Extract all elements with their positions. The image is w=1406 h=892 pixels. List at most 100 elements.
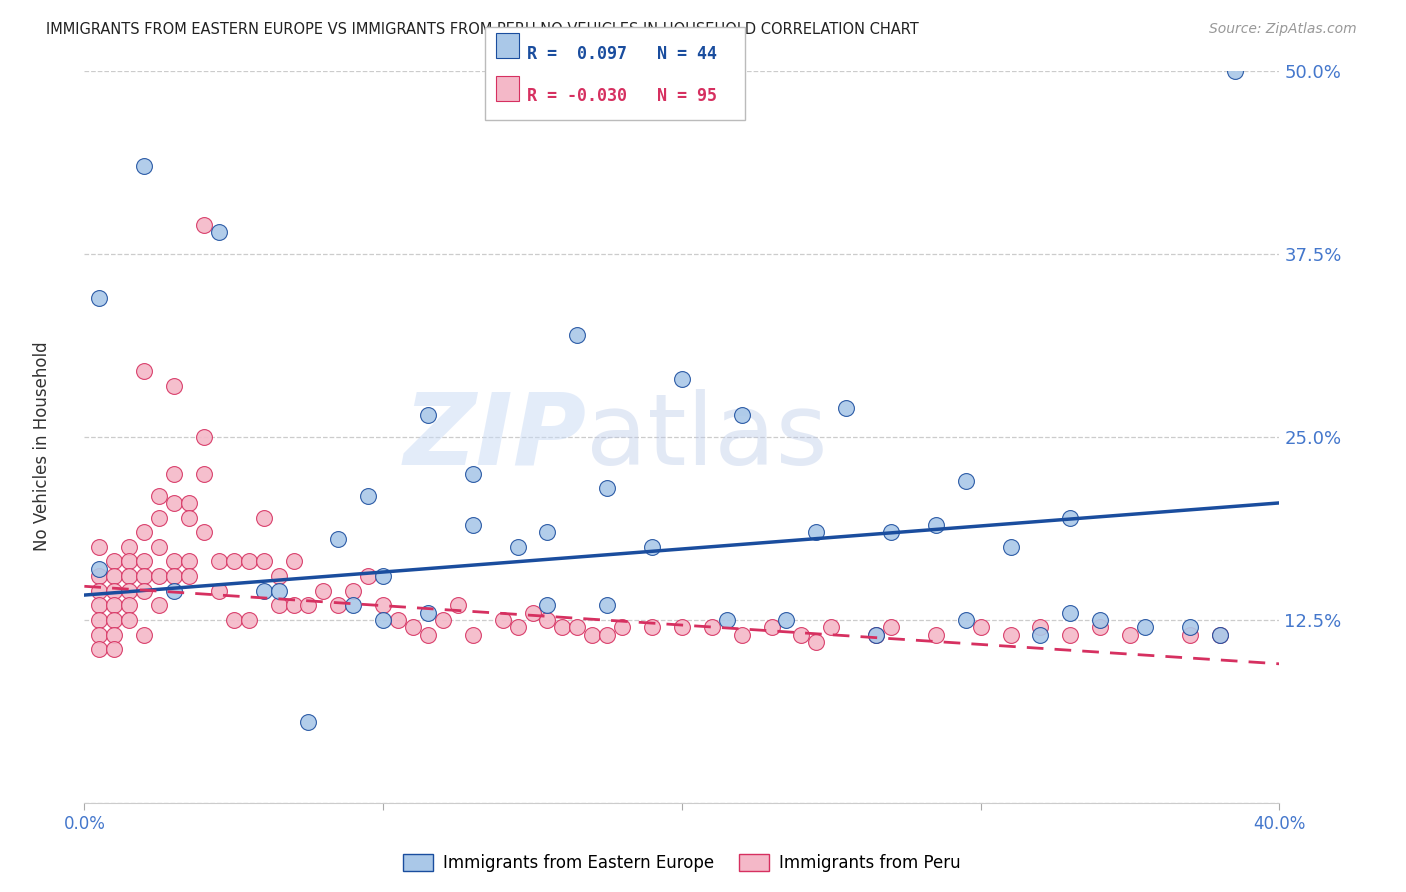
Text: atlas: atlas bbox=[586, 389, 828, 485]
Point bbox=[177, 569, 200, 583]
Point bbox=[1059, 510, 1081, 524]
Point bbox=[373, 599, 395, 613]
Point bbox=[342, 583, 364, 598]
Point bbox=[193, 218, 215, 232]
Point bbox=[89, 627, 111, 641]
Point bbox=[177, 496, 200, 510]
Point bbox=[163, 496, 186, 510]
Point bbox=[641, 540, 664, 554]
Point bbox=[1178, 627, 1201, 641]
Point bbox=[253, 554, 276, 568]
Point bbox=[671, 371, 693, 385]
Point bbox=[461, 517, 484, 532]
Point bbox=[357, 569, 380, 583]
Point bbox=[267, 583, 290, 598]
Text: IMMIGRANTS FROM EASTERN EUROPE VS IMMIGRANTS FROM PERU NO VEHICLES IN HOUSEHOLD : IMMIGRANTS FROM EASTERN EUROPE VS IMMIGR… bbox=[46, 22, 920, 37]
Point bbox=[89, 569, 111, 583]
Point bbox=[1029, 620, 1052, 634]
Point bbox=[312, 583, 335, 598]
Point bbox=[267, 569, 290, 583]
Point bbox=[118, 583, 141, 598]
Point bbox=[177, 554, 200, 568]
Text: Source: ZipAtlas.com: Source: ZipAtlas.com bbox=[1209, 22, 1357, 37]
Point bbox=[283, 554, 305, 568]
Point bbox=[132, 364, 156, 378]
Point bbox=[118, 540, 141, 554]
Point bbox=[731, 408, 754, 422]
Point bbox=[163, 467, 186, 481]
Point bbox=[416, 408, 439, 422]
Point bbox=[103, 554, 125, 568]
Point bbox=[1000, 627, 1022, 641]
Point bbox=[581, 627, 603, 641]
Text: R = -0.030   N = 95: R = -0.030 N = 95 bbox=[527, 87, 717, 105]
Point bbox=[806, 635, 828, 649]
Point bbox=[132, 554, 156, 568]
Point bbox=[148, 510, 170, 524]
Point bbox=[1209, 627, 1232, 641]
Point bbox=[506, 540, 529, 554]
Point bbox=[89, 613, 111, 627]
Point bbox=[132, 569, 156, 583]
Point bbox=[1059, 606, 1081, 620]
Point bbox=[880, 620, 903, 634]
Point bbox=[148, 540, 170, 554]
Point bbox=[89, 583, 111, 598]
Point bbox=[373, 613, 395, 627]
Point bbox=[865, 627, 887, 641]
Point bbox=[447, 599, 470, 613]
Point bbox=[163, 569, 186, 583]
Point bbox=[1059, 627, 1081, 641]
Point bbox=[567, 620, 589, 634]
Point bbox=[865, 627, 887, 641]
Point bbox=[103, 642, 125, 657]
Point bbox=[1000, 540, 1022, 554]
Point bbox=[551, 620, 574, 634]
Point bbox=[89, 599, 111, 613]
Point bbox=[238, 554, 260, 568]
Point bbox=[283, 599, 305, 613]
Point bbox=[402, 620, 425, 634]
Point bbox=[925, 517, 948, 532]
Point bbox=[775, 613, 797, 627]
Point bbox=[163, 583, 186, 598]
Point bbox=[103, 583, 125, 598]
Point bbox=[118, 569, 141, 583]
Point bbox=[267, 599, 290, 613]
Point bbox=[1223, 64, 1246, 78]
Point bbox=[193, 467, 215, 481]
Point bbox=[970, 620, 993, 634]
Point bbox=[761, 620, 783, 634]
Point bbox=[148, 489, 170, 503]
Point bbox=[1029, 627, 1052, 641]
Point bbox=[132, 160, 156, 174]
Text: No Vehicles in Household: No Vehicles in Household bbox=[34, 341, 51, 551]
Point bbox=[955, 613, 977, 627]
Point bbox=[222, 554, 245, 568]
Point bbox=[148, 569, 170, 583]
Point bbox=[132, 627, 156, 641]
Point bbox=[208, 583, 231, 598]
Point bbox=[416, 606, 439, 620]
Point bbox=[208, 225, 231, 239]
Point bbox=[328, 533, 350, 547]
Point bbox=[1209, 627, 1232, 641]
Point bbox=[89, 540, 111, 554]
Point bbox=[1133, 620, 1156, 634]
Text: R =  0.097   N = 44: R = 0.097 N = 44 bbox=[527, 45, 717, 62]
Point bbox=[357, 489, 380, 503]
Point bbox=[132, 525, 156, 540]
Text: ZIP: ZIP bbox=[404, 389, 586, 485]
Point bbox=[387, 613, 409, 627]
Point bbox=[103, 569, 125, 583]
Point bbox=[297, 715, 319, 730]
Point bbox=[835, 401, 858, 415]
Point bbox=[253, 510, 276, 524]
Point bbox=[700, 620, 723, 634]
Point bbox=[596, 627, 619, 641]
Point bbox=[1119, 627, 1142, 641]
Point bbox=[163, 379, 186, 393]
Point bbox=[118, 599, 141, 613]
Point bbox=[253, 583, 276, 598]
Point bbox=[132, 583, 156, 598]
